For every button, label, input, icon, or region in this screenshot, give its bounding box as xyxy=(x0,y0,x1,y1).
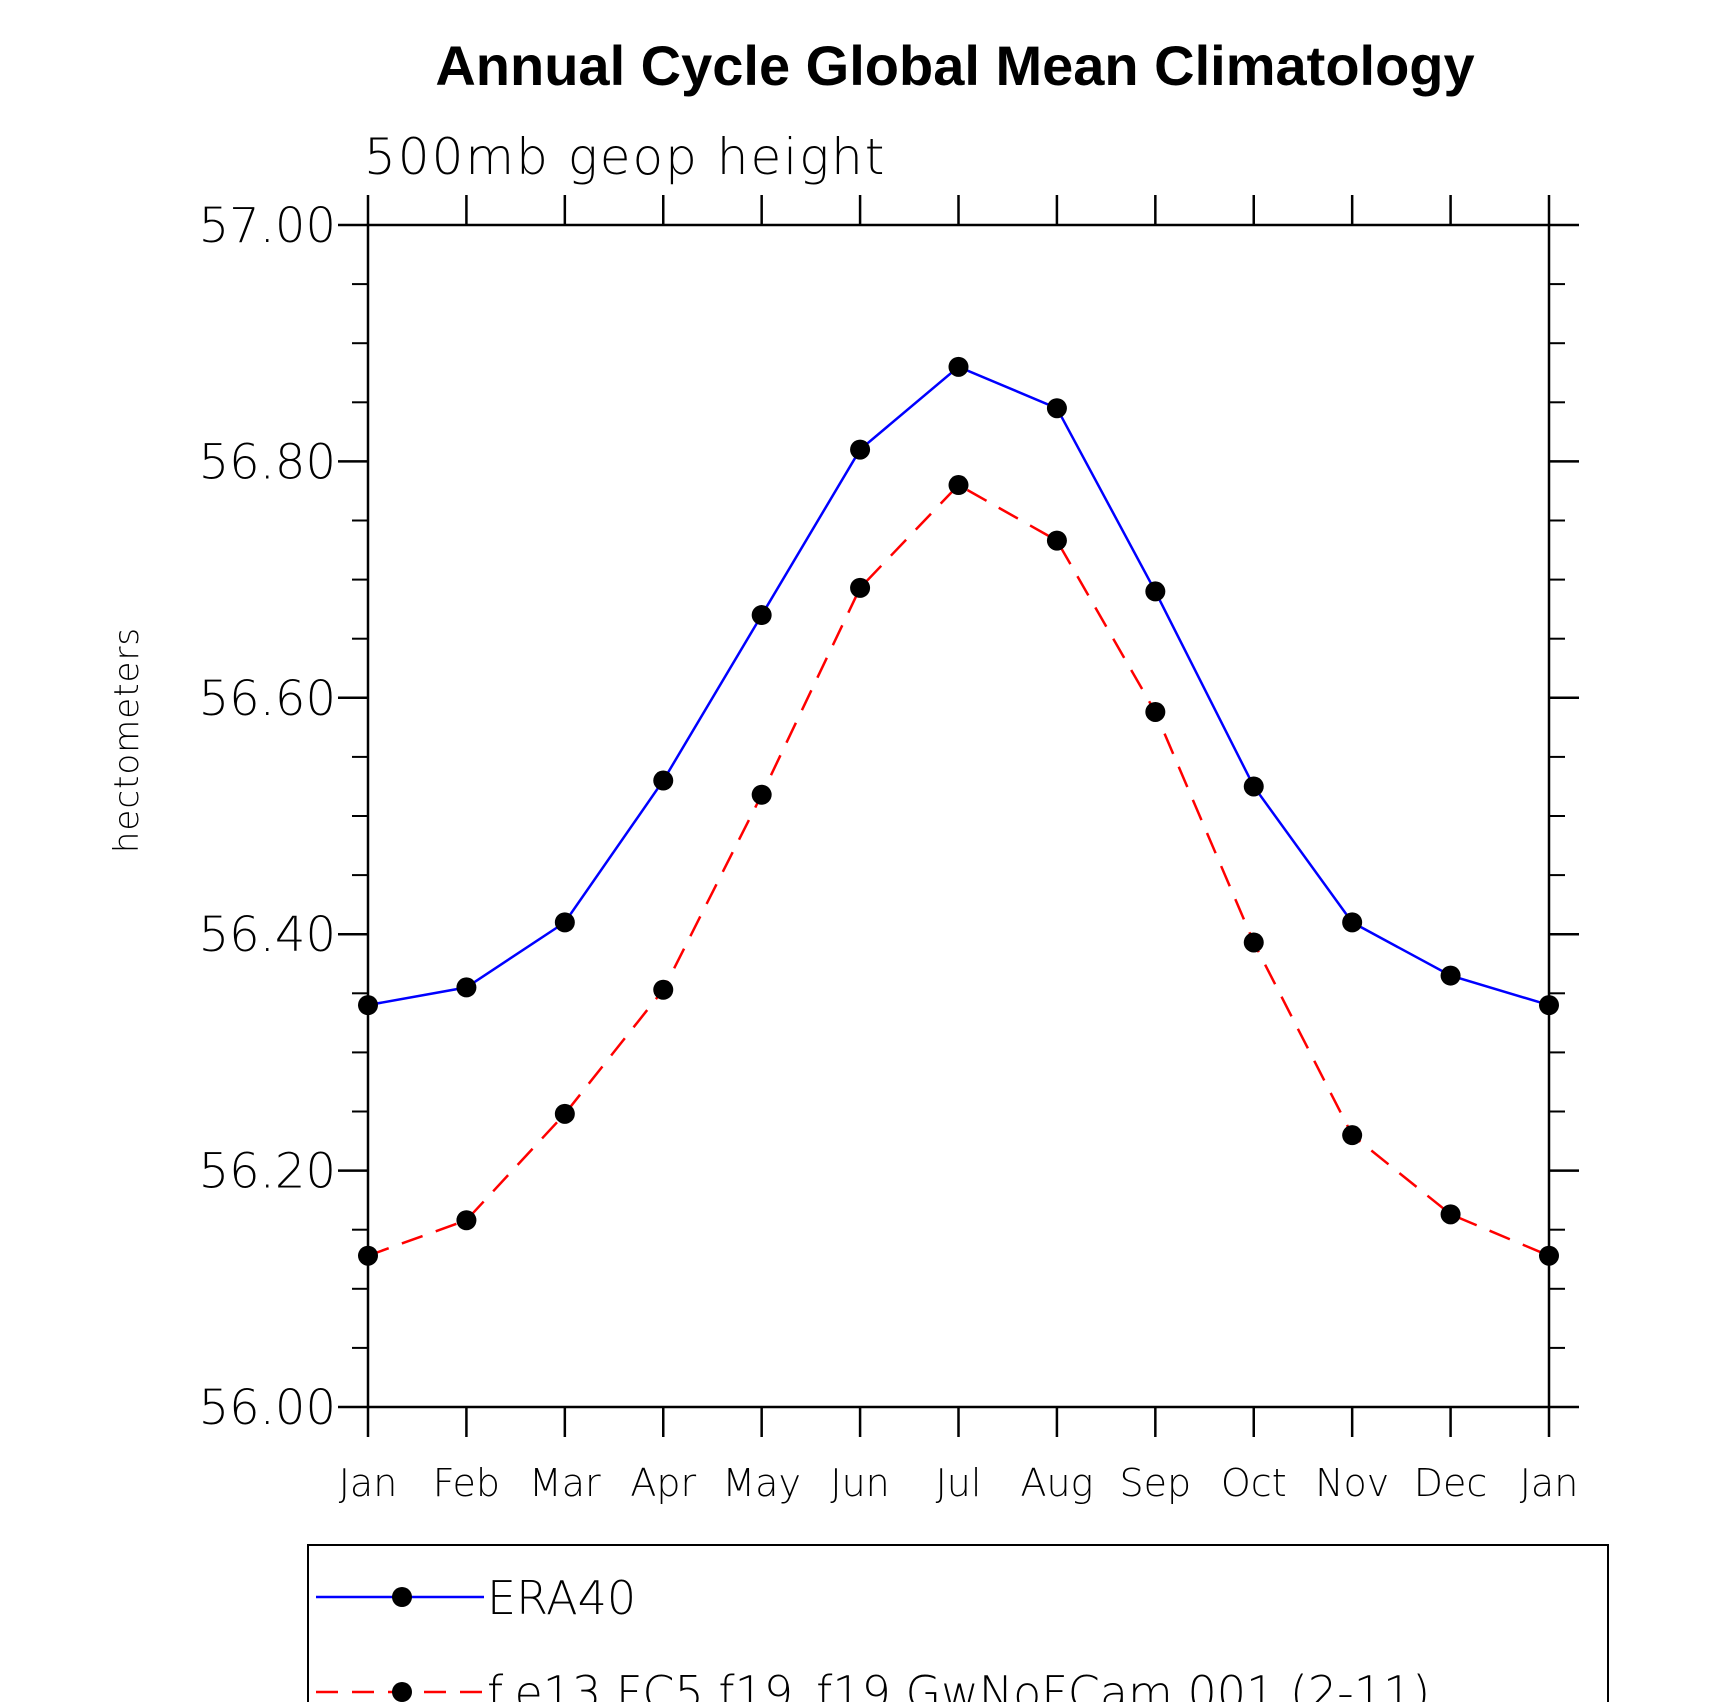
legend-label-1: ERA40 xyxy=(487,1571,636,1625)
data-point-series-2 xyxy=(1342,1125,1363,1146)
series-markers xyxy=(358,356,1559,1266)
x-tick-label: Jul xyxy=(936,1461,982,1505)
data-point-series-1 xyxy=(456,977,477,998)
data-point-series-1 xyxy=(1342,912,1363,933)
data-point-series-2 xyxy=(358,1245,378,1266)
legend-marker-1 xyxy=(392,1587,412,1607)
x-tick-label: Oct xyxy=(1221,1461,1287,1505)
data-point-series-1 xyxy=(751,605,772,626)
data-point-series-2 xyxy=(1046,530,1067,551)
data-point-series-2 xyxy=(1145,701,1166,722)
y-tick-label: 56.60 xyxy=(199,671,336,727)
x-tick-label: Dec xyxy=(1414,1461,1488,1505)
data-point-series-1 xyxy=(653,770,674,791)
y-axis-label: hectometers xyxy=(107,627,147,853)
data-point-series-1 xyxy=(1440,965,1461,986)
series-lines xyxy=(367,365,1550,1257)
legend-marker-2 xyxy=(392,1682,412,1702)
x-tick-label: May xyxy=(722,1461,801,1505)
series-line-1 xyxy=(367,365,1550,1007)
x-tick-label: Mar xyxy=(529,1461,601,1505)
data-point-series-2 xyxy=(850,577,871,598)
y-tick-label: 56.20 xyxy=(199,1144,336,1200)
x-tick-label: Jan xyxy=(1520,1461,1579,1505)
chart-subtitle: 500mb geop height xyxy=(364,128,886,186)
plot-frame xyxy=(366,223,1551,1409)
y-tick-label: 56.00 xyxy=(199,1380,336,1436)
y-tick-labels: 56.00 56.20 56.40 56.60 56.80 57.00 xyxy=(199,198,336,1436)
data-point-series-1 xyxy=(1243,776,1264,797)
data-point-series-2 xyxy=(948,475,969,496)
plot-area-border xyxy=(366,223,1551,1409)
x-tick-label: Feb xyxy=(433,1461,500,1505)
x-tick-label: Nov xyxy=(1315,1461,1389,1505)
data-point-series-1 xyxy=(850,439,871,460)
chart-title: Annual Cycle Global Mean Climatology xyxy=(435,34,1474,97)
data-point-series-2 xyxy=(653,979,674,1000)
x-tick-labels: Jan Feb Mar Apr May Jun Jul Aug Sep Oct Nov Dec Jan xyxy=(339,1461,1579,1505)
axis-ticks xyxy=(338,195,1579,1437)
legend: ERA40 f.e13.FC5.f19_f19.GwNoFCam.001 (2-1… xyxy=(307,1544,1609,1707)
data-point-series-2 xyxy=(1440,1204,1461,1225)
data-point-series-1 xyxy=(1046,398,1067,419)
data-point-series-1 xyxy=(358,995,378,1016)
data-point-series-2 xyxy=(1539,1245,1559,1266)
x-tick-label: Sep xyxy=(1120,1461,1192,1505)
data-point-series-1 xyxy=(554,912,575,933)
x-tick-label: Jun xyxy=(830,1461,889,1505)
legend-box xyxy=(307,1544,1609,1707)
x-tick-label: Aug xyxy=(1020,1461,1093,1505)
data-point-series-2 xyxy=(751,784,772,805)
data-point-series-2 xyxy=(456,1210,477,1231)
y-tick-label: 56.80 xyxy=(199,434,336,490)
data-point-series-1 xyxy=(1145,581,1166,602)
data-point-series-1 xyxy=(1539,995,1559,1016)
data-point-series-2 xyxy=(554,1103,575,1124)
x-tick-label: Jan xyxy=(339,1461,398,1505)
data-point-series-1 xyxy=(948,356,969,377)
y-tick-label: 56.40 xyxy=(199,907,336,963)
series-line-2 xyxy=(367,483,1550,1257)
y-tick-label: 57.00 xyxy=(199,198,336,254)
data-point-series-2 xyxy=(1243,932,1264,953)
legend-label-2: f.e13.FC5.f19_f19.GwNoFCam.001 (2-11) xyxy=(487,1666,1430,1702)
x-tick-label: Apr xyxy=(630,1461,696,1505)
